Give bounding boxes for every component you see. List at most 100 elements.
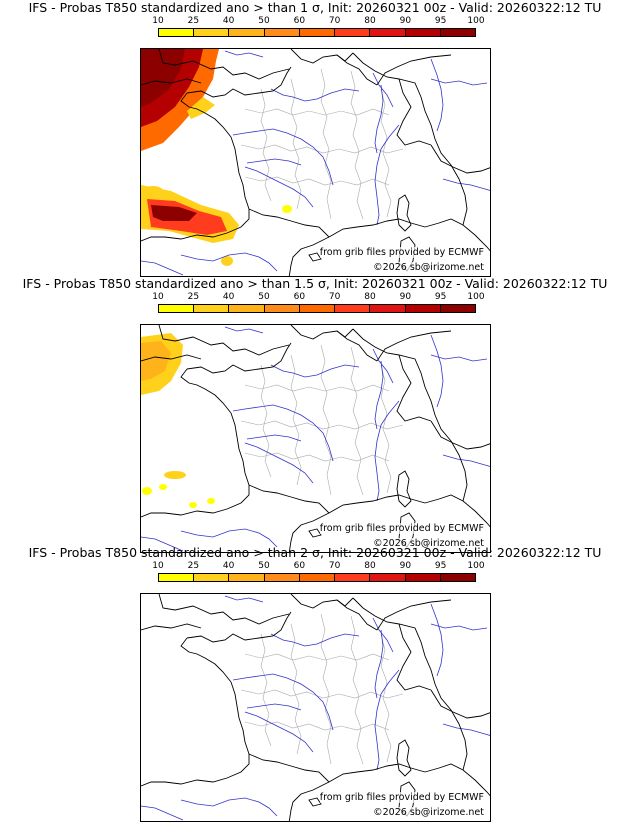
coastline-spain-north [141, 754, 250, 787]
legend-swatch-70-80 [335, 574, 371, 581]
river-seine [270, 88, 360, 102]
map-canvas [141, 49, 490, 276]
legend-tick-70: 70 [328, 16, 341, 26]
country-border-italy [430, 689, 490, 719]
country-border-belgium [336, 599, 378, 631]
river-thames [224, 326, 264, 334]
geography [141, 49, 490, 276]
river-thames [224, 50, 264, 58]
legend-swatch-95-100 [440, 29, 475, 36]
river-garonne [244, 166, 314, 208]
river-saone [374, 629, 384, 699]
legend-swatch-60-70 [299, 574, 336, 581]
river-moselle [372, 72, 394, 108]
river-dordogne [246, 158, 302, 166]
map-frame: from grib files provided by ECMWF ©2026 … [140, 324, 491, 553]
river-ebro [180, 528, 278, 548]
country-border-germany [376, 54, 452, 86]
probability-legend: 10 25 40 50 60 70 80 90 95 100 [152, 292, 485, 320]
river-douro [141, 260, 184, 276]
river-po [442, 178, 490, 191]
panel-title: IFS - Probas T850 standardized ano > tha… [28, 545, 602, 560]
copyright-credit: ©2026 sb@irizome.net [373, 807, 484, 818]
region-borders [240, 68, 404, 220]
coastline-brittany-normandy [186, 342, 292, 374]
river-danube [430, 354, 488, 362]
panel-title: IFS - Probas T850 standardized ano > tha… [22, 276, 608, 291]
legend-swatch-10-25 [159, 574, 195, 581]
legend-tick-80: 80 [364, 16, 376, 26]
map-canvas [141, 594, 490, 821]
country-border-swiss [396, 354, 432, 422]
legend-colorbar [158, 573, 476, 582]
river-garonne [244, 442, 314, 484]
coastline-brittany-west [180, 637, 232, 683]
legend-swatch-70-80 [335, 305, 371, 312]
legend-swatch-60-70 [299, 29, 336, 36]
data-source-credit: from grib files provided by ECMWF [319, 792, 484, 803]
coastlines [141, 325, 490, 552]
legend-swatch-70-80 [335, 29, 371, 36]
coastline-riviera [328, 494, 426, 514]
prob-spot-bay-1 [164, 471, 186, 479]
prob-area-atlantic-north-core [141, 341, 171, 381]
prob-area-atlantic-north-inner [141, 49, 185, 107]
legend-tick-95: 95 [434, 292, 447, 302]
legend-swatch-40-50 [229, 29, 265, 36]
prob-spot-south [221, 256, 233, 266]
legend-swatch-95-100 [440, 305, 475, 312]
legend-tick-25: 25 [187, 16, 200, 26]
country-border-east [352, 328, 468, 502]
river-rhine [430, 58, 444, 132]
river-danube [430, 78, 488, 86]
river-po [442, 454, 490, 467]
geography [141, 594, 490, 821]
coastline-spain-north [141, 485, 250, 518]
coastline-atlantic [230, 681, 250, 755]
map-canvas [141, 325, 490, 552]
country-border-belgium [336, 54, 378, 86]
legend-tick-70: 70 [328, 561, 341, 571]
legend-swatch-25-40 [194, 305, 230, 312]
river-loire [232, 404, 334, 462]
legend-swatch-25-40 [194, 574, 230, 581]
legend-tick-100: 100 [467, 292, 485, 302]
legend-tick-95: 95 [434, 16, 447, 26]
country-border-east [352, 52, 468, 226]
coastline-riviera [328, 218, 426, 238]
rivers [141, 595, 490, 821]
legend-tick-25: 25 [187, 292, 200, 302]
legend-tick-90: 90 [399, 561, 412, 571]
prob-spot-bay-4 [207, 498, 215, 504]
legend-tick-60: 60 [293, 561, 306, 571]
coastlines [141, 49, 490, 276]
coastline-brittany-west [180, 368, 232, 414]
legend-tick-40: 40 [222, 561, 235, 571]
legend-tick-80: 80 [364, 561, 376, 571]
legend-tick-40: 40 [222, 292, 235, 302]
river-saone [374, 84, 384, 154]
river-rhine [430, 603, 444, 677]
legend-labels: 10 25 40 50 60 70 80 90 95 100 [152, 561, 484, 573]
prob-spot-bay-3 [142, 487, 152, 495]
river-rhone [374, 124, 400, 226]
legend-colorbar [158, 28, 476, 37]
map-frame: from grib files provided by ECMWF ©2026 … [140, 48, 491, 277]
legend-labels: 10 25 40 50 60 70 80 90 95 100 [152, 16, 484, 28]
country-border-pyrenees [248, 484, 330, 514]
coastline-spain-north [141, 209, 250, 242]
country-border-italy [430, 144, 490, 174]
rivers [141, 326, 490, 552]
data-source-credit: from grib files provided by ECMWF [319, 247, 484, 258]
probability-legend: 10 25 40 50 60 70 80 90 95 100 [152, 561, 485, 589]
geography [141, 325, 490, 552]
legend-tick-50: 50 [258, 292, 270, 302]
legend-swatch-50-60 [264, 574, 300, 581]
legend-tick-60: 60 [293, 292, 306, 302]
coastline-corsica [396, 470, 412, 508]
copyright-credit: ©2026 sb@irizome.net [373, 538, 484, 549]
legend-tick-60: 60 [293, 16, 306, 26]
river-moselle [372, 617, 394, 653]
legend-swatch-80-90 [370, 574, 406, 581]
copyright-credit: ©2026 sb@irizome.net [373, 262, 484, 273]
